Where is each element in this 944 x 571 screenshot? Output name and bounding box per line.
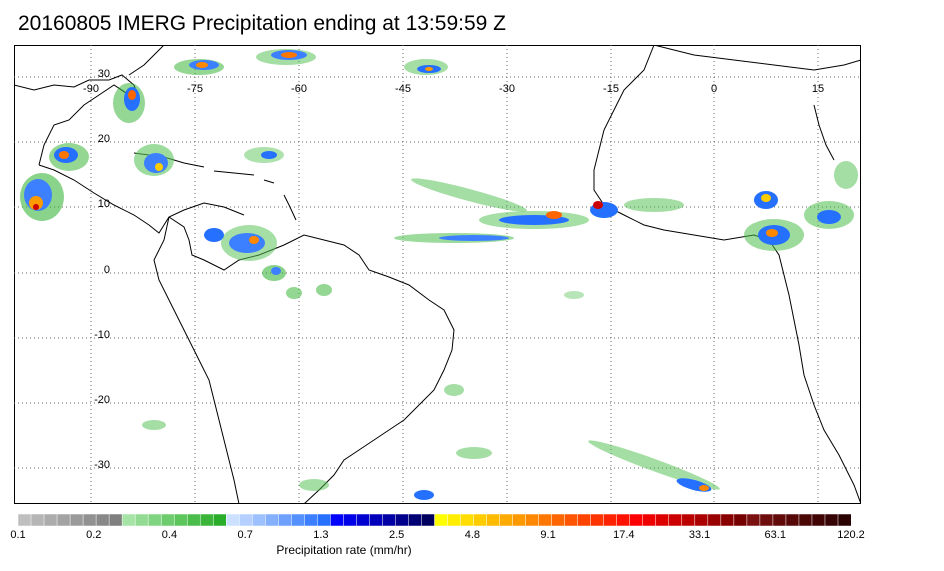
- colorbar-swatch: [134, 514, 149, 526]
- colorbar-tick-label: 0.7: [237, 529, 253, 541]
- colorbar-swatch: [291, 514, 305, 526]
- colorbar-swatch: [590, 514, 605, 526]
- colorbar-swatch: [811, 514, 826, 526]
- colorbar-swatch: [317, 514, 331, 526]
- map-title: 20160805 IMERG Precipitation ending at 1…: [18, 12, 506, 35]
- colorbar-swatch: [43, 514, 58, 526]
- lat-label: -20: [94, 394, 110, 406]
- colorbar-title: Precipitation rate (mm/hr): [276, 543, 412, 557]
- colorbar-swatch: [434, 514, 449, 526]
- lat-label: -10: [94, 329, 110, 341]
- colorbar-swatch: [252, 514, 266, 526]
- colorbar-swatch: [356, 514, 370, 526]
- colorbar-swatch: [551, 514, 566, 526]
- colorbar-tick-label: 0.1: [10, 529, 26, 541]
- colorbar-swatch: [668, 514, 683, 526]
- colorbar-swatch: [655, 514, 670, 526]
- lat-label: 20: [98, 133, 110, 145]
- colorbar-tick-label: 1.3: [313, 529, 329, 541]
- colorbar-swatch: [304, 514, 318, 526]
- colorbar-swatch: [694, 514, 709, 526]
- colorbar-swatch: [629, 514, 644, 526]
- colorbar-swatch: [785, 514, 800, 526]
- colorbar-swatch: [82, 514, 97, 526]
- lat-label: 30: [98, 68, 110, 80]
- colorbar-swatch: [772, 514, 787, 526]
- colorbar-swatch: [343, 514, 357, 526]
- colorbar-swatch: [538, 514, 553, 526]
- colorbar-swatch: [720, 514, 735, 526]
- colorbar-swatch: [603, 514, 618, 526]
- lon-label: -75: [187, 83, 203, 95]
- colorbar-tick-label: 2.5: [388, 529, 405, 541]
- colorbar-swatch: [18, 514, 32, 526]
- lon-label: -30: [499, 83, 515, 95]
- colorbar-swatch: [564, 514, 579, 526]
- colorbar-tick-label: 9.1: [540, 529, 556, 541]
- colorbar-tick-label: 33.1: [688, 529, 711, 541]
- lat-label: -30: [94, 459, 110, 471]
- longitude-labels: -90 -75 -60 -45 -30 -15 0 15: [83, 83, 824, 95]
- latitude-labels: 30 20 10 0 -10 -20 -30: [94, 68, 110, 471]
- colorbar-swatch: [525, 514, 540, 526]
- colorbar-swatch: [95, 514, 110, 526]
- colorbar-swatch: [421, 514, 436, 526]
- lon-label: -45: [395, 83, 411, 95]
- colorbar-swatch: [616, 514, 631, 526]
- colorbar-swatch: [108, 514, 123, 526]
- colorbar-tick-label: 0.4: [161, 529, 178, 541]
- colorbar-swatch: [408, 514, 423, 526]
- colorbar-swatch: [824, 514, 839, 526]
- lat-label: 10: [98, 198, 110, 210]
- colorbar-swatch: [199, 514, 214, 526]
- colorbar-swatch: [486, 514, 501, 526]
- colorbar-swatch: [173, 514, 188, 526]
- colorbar-swatch: [447, 514, 462, 526]
- colorbar-swatch: [681, 514, 696, 526]
- colorbar-swatch: [330, 514, 344, 526]
- colorbar-swatch: [212, 514, 227, 526]
- colorbar-swatch: [707, 514, 722, 526]
- colorbar-swatch: [278, 514, 292, 526]
- lon-label: 15: [812, 83, 824, 95]
- colorbar-swatch: [499, 514, 514, 526]
- colorbar-swatch: [733, 514, 748, 526]
- colorbar-swatch: [147, 514, 162, 526]
- lon-label: -90: [83, 83, 99, 95]
- colorbar-swatch: [186, 514, 201, 526]
- colorbar-swatch: [460, 514, 475, 526]
- colorbar-swatch: [160, 514, 175, 526]
- precipitation-field: [20, 49, 858, 500]
- colorbar-swatch: [512, 514, 527, 526]
- lat-label: 0: [104, 264, 110, 276]
- colorbar-tick-label: 17.4: [613, 529, 635, 541]
- colorbar-swatch: [30, 514, 45, 526]
- colorbar-swatch: [69, 514, 84, 526]
- lon-label: 0: [711, 83, 717, 95]
- colorbar-swatch: [265, 514, 279, 526]
- precipitation-map: -90 -75 -60 -45 -30 -15 0 15 30 20 10 0 -10 -20 -30: [14, 45, 861, 504]
- colorbar-swatch: [226, 514, 240, 526]
- colorbar-swatch: [798, 514, 813, 526]
- lon-label: -15: [603, 83, 619, 95]
- colorbar-swatch: [746, 514, 761, 526]
- colorbar-swatch: [642, 514, 657, 526]
- lon-label: -60: [291, 83, 307, 95]
- colorbar-tick-label: 4.8: [464, 529, 481, 541]
- colorbar-tick-label: 0.2: [86, 529, 102, 541]
- colorbar-swatch: [369, 514, 383, 526]
- colorbar-swatch: [473, 514, 488, 526]
- colorbar-swatch: [577, 514, 592, 526]
- colorbar-swatch: [56, 514, 71, 526]
- colorbar-swatch: [239, 514, 253, 526]
- colorbar-swatch: [759, 514, 774, 526]
- colorbar-tick-label: 63.1: [764, 529, 786, 541]
- colorbar-swatch: [395, 514, 410, 526]
- colorbar-swatch: [382, 514, 397, 526]
- colorbar-swatch: [121, 514, 136, 526]
- colorbar: [18, 514, 851, 526]
- colorbar-swatch: [837, 514, 851, 526]
- colorbar-tick-label: 120.2: [837, 529, 865, 541]
